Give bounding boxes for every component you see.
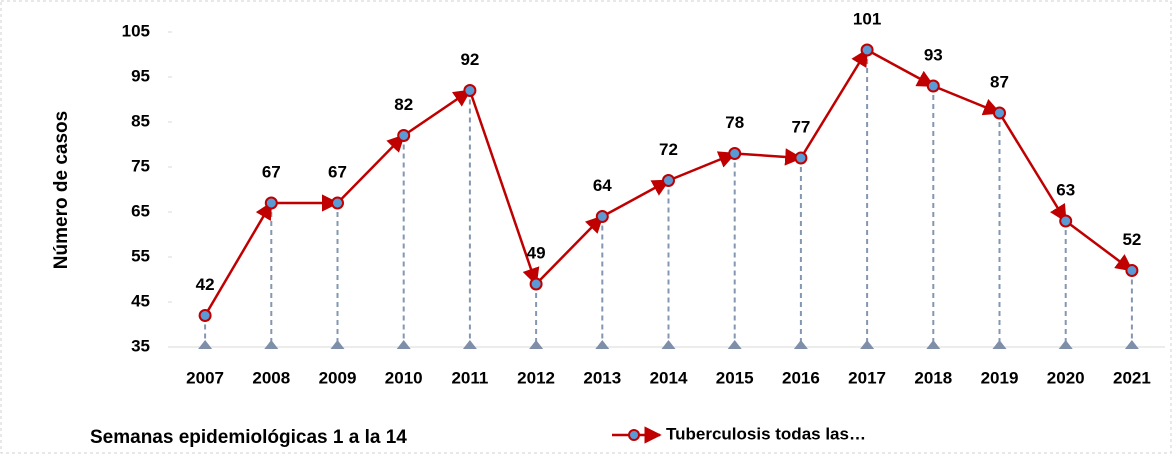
drop-base xyxy=(396,340,411,349)
line-segment xyxy=(668,151,737,182)
data-label: 92 xyxy=(460,50,479,69)
point xyxy=(198,309,212,322)
line-segment xyxy=(336,134,405,204)
point xyxy=(794,151,808,165)
line-segment xyxy=(799,48,869,159)
data-label: 42 xyxy=(196,275,215,294)
line-segment xyxy=(601,179,671,218)
line-segment xyxy=(204,201,273,317)
line-segment xyxy=(866,48,935,88)
y-axis-label: Número de casos xyxy=(51,111,72,269)
data-label: 101 xyxy=(853,9,881,28)
x-tick-label: 2019 xyxy=(981,368,1019,387)
x-tick-label: 2017 xyxy=(848,368,886,387)
drop-base xyxy=(793,340,808,349)
drop-base xyxy=(992,340,1007,349)
line-segment xyxy=(535,215,604,285)
point xyxy=(264,196,278,210)
data-label: 67 xyxy=(262,162,281,181)
x-tick-label: 2010 xyxy=(385,368,423,387)
data-label: 93 xyxy=(924,45,943,64)
line-segment xyxy=(932,84,1002,116)
data-label: 49 xyxy=(527,243,546,262)
y-tick-label: 85 xyxy=(131,111,150,130)
drop-base xyxy=(595,340,610,349)
drop-base xyxy=(727,340,742,349)
data-label: 67 xyxy=(328,162,347,181)
x-tick-label: 2020 xyxy=(1047,368,1085,387)
point xyxy=(595,210,609,223)
y-tick-label: 55 xyxy=(131,246,150,265)
line-segment xyxy=(734,148,803,166)
y-tick-label: 105 xyxy=(122,21,150,40)
x-tick-label: 2011 xyxy=(451,368,488,387)
x-tick-label: 2009 xyxy=(319,368,357,387)
point xyxy=(926,79,940,93)
point xyxy=(463,84,477,97)
y-tick-label: 45 xyxy=(131,291,150,310)
point xyxy=(331,196,344,210)
x-tick-label: 2015 xyxy=(716,368,754,387)
drop-base xyxy=(926,340,941,349)
point xyxy=(1125,264,1139,277)
point xyxy=(993,106,1006,120)
data-label: 72 xyxy=(659,140,678,159)
point xyxy=(662,174,675,187)
x-axis-label: Semanas epidemiológicas 1 a la 14 xyxy=(90,427,407,448)
y-tick-label: 75 xyxy=(131,156,150,175)
drop-base xyxy=(198,340,213,349)
y-tick-label: 65 xyxy=(131,201,150,220)
y-tick-label: 95 xyxy=(131,66,150,85)
x-tick-label: 2016 xyxy=(782,368,820,387)
x-tick-label: 2013 xyxy=(583,368,621,387)
line-segment xyxy=(468,90,540,286)
x-tick-label: 2018 xyxy=(914,368,952,387)
line-segment xyxy=(1064,219,1134,272)
drop-base xyxy=(529,340,544,349)
legend-marker xyxy=(628,429,640,441)
data-label: 77 xyxy=(791,117,810,136)
line-segment xyxy=(402,89,472,137)
line-segment xyxy=(998,112,1067,223)
drop-base xyxy=(264,340,279,349)
x-tick-label: 2012 xyxy=(517,368,555,387)
legend-label: Tuberculosis todas las… xyxy=(666,424,866,443)
point xyxy=(529,277,543,291)
point xyxy=(397,129,411,142)
drop-base xyxy=(1058,340,1073,349)
point xyxy=(860,43,874,57)
y-tick-label: 35 xyxy=(131,336,150,355)
x-tick-label: 2014 xyxy=(650,368,688,387)
x-tick-label: 2021 xyxy=(1113,368,1151,387)
x-tick-label: 2008 xyxy=(252,368,290,387)
x-tick-label: 2007 xyxy=(186,368,224,387)
data-label: 52 xyxy=(1122,230,1141,249)
data-label: 82 xyxy=(394,95,413,114)
point xyxy=(1059,214,1073,228)
point xyxy=(728,147,742,160)
drop-base xyxy=(1124,340,1139,349)
data-label: 64 xyxy=(593,176,612,195)
drop-base xyxy=(462,340,477,349)
drop-base xyxy=(330,340,345,349)
drop-base xyxy=(860,340,875,349)
data-label: 78 xyxy=(725,113,744,132)
data-label: 63 xyxy=(1056,180,1075,199)
data-label: 87 xyxy=(990,72,1009,91)
drop-base xyxy=(661,340,676,349)
